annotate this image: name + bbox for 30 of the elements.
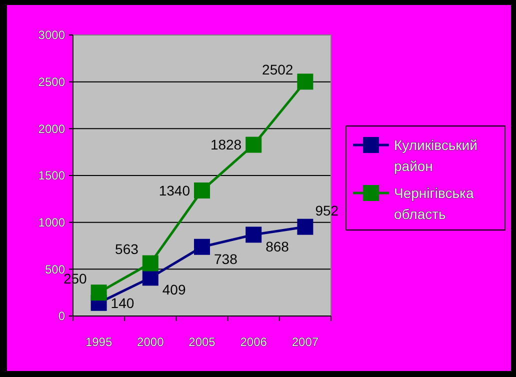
y-tick-label: 2000 — [38, 122, 66, 136]
point — [142, 255, 158, 272]
point — [297, 218, 314, 235]
x-tick-label: 2000 — [137, 335, 164, 349]
x-tick-label: 2006 — [240, 335, 268, 349]
point — [297, 74, 314, 90]
x-tick-label: 2007 — [292, 335, 319, 349]
point — [194, 238, 210, 255]
x-tick-label: 1995 — [85, 335, 112, 349]
y-tick-label: 3000 — [38, 28, 66, 42]
legend-label: Чернігівська область — [394, 184, 474, 222]
data-label: 738 — [214, 250, 238, 267]
data-label: 140 — [110, 294, 134, 311]
point — [194, 182, 210, 198]
data-label: 409 — [162, 282, 186, 298]
data-label: 1828 — [210, 136, 242, 153]
legend-label: Куликівський район — [394, 136, 478, 174]
data-label: 1340 — [158, 182, 190, 198]
y-tick-label: 500 — [44, 262, 66, 276]
point — [90, 284, 107, 301]
y-tick-label: 1500 — [38, 168, 66, 183]
data-label: 868 — [266, 238, 290, 255]
data-label: 2502 — [262, 62, 294, 78]
point — [246, 136, 262, 153]
data-label: 563 — [115, 241, 139, 258]
y-tick-label: 1000 — [38, 216, 66, 230]
x-tick-label: 2005 — [188, 335, 216, 349]
y-tick-label: 0 — [58, 309, 66, 324]
point — [246, 226, 262, 243]
y-tick-label: 2500 — [38, 75, 66, 90]
